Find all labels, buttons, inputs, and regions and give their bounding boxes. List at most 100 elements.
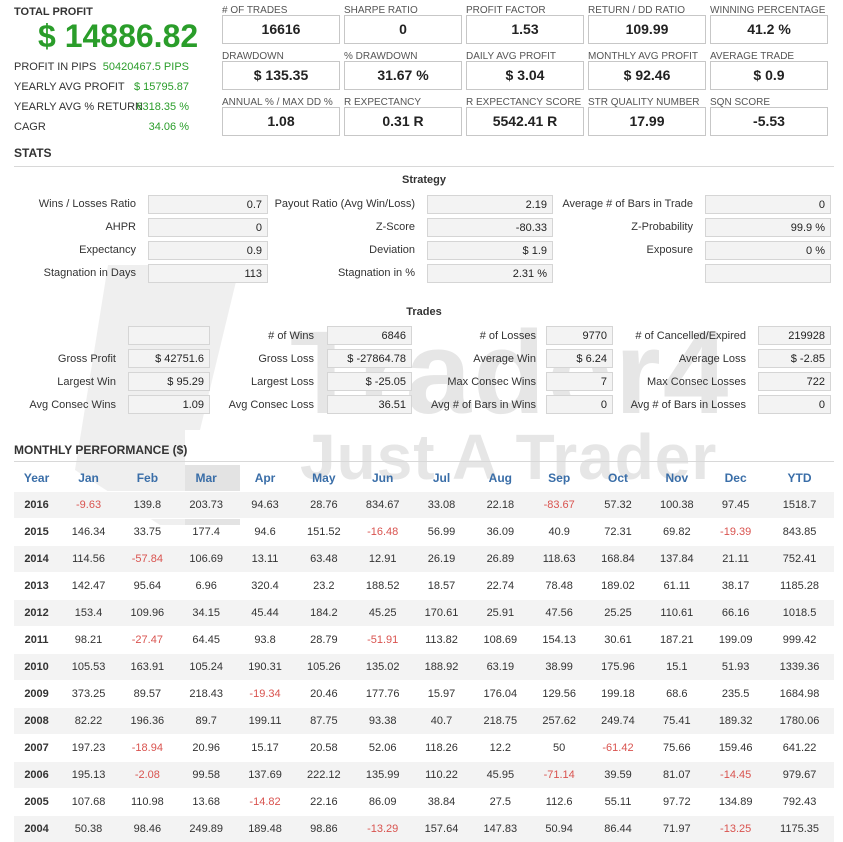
- year-cell: 2013: [14, 573, 59, 600]
- value-cell: 189.02: [589, 573, 648, 600]
- trades-heading: Trades: [14, 306, 834, 318]
- value-cell: 113.82: [412, 627, 471, 654]
- value-cell: 89.57: [118, 681, 177, 708]
- value-cell: 15.1: [647, 654, 706, 681]
- trades-label: Max Consec Losses: [615, 376, 746, 388]
- strategy-value: 0: [705, 195, 831, 214]
- metric-value-drawdown: $ 135.35: [222, 61, 340, 90]
- year-cell: 2015: [14, 519, 59, 546]
- column-header: Apr: [236, 465, 295, 492]
- value-cell: 257.62: [530, 708, 589, 735]
- trades-label: Max Consec Wins: [414, 376, 536, 388]
- trades-value: 0: [546, 395, 613, 414]
- value-cell: 752.41: [765, 546, 834, 573]
- value-cell: 45.95: [471, 762, 530, 789]
- value-cell: -83.67: [530, 492, 589, 519]
- trades-value: $ -25.05: [327, 372, 412, 391]
- strategy-value: 113: [148, 264, 268, 283]
- value-cell: 999.42: [765, 627, 834, 654]
- value-cell: 40.9: [530, 519, 589, 546]
- value-cell: 105.53: [59, 654, 118, 681]
- value-cell: 114.56: [59, 546, 118, 573]
- value-cell: 105.24: [177, 654, 236, 681]
- value-cell: 33.75: [118, 519, 177, 546]
- value-cell: -13.29: [353, 816, 412, 842]
- value-cell: 51.93: [706, 654, 765, 681]
- metric-value-return-dd: 109.99: [588, 15, 706, 44]
- value-cell: 26.19: [412, 546, 471, 573]
- value-cell: 97.72: [647, 789, 706, 816]
- column-header: Jun: [353, 465, 412, 492]
- column-header: Dec: [706, 465, 765, 492]
- column-header: YTD: [765, 465, 834, 492]
- metric-value-r-expectancy: 0.31 R: [344, 107, 462, 136]
- value-cell: 86.44: [589, 816, 648, 842]
- value-cell: 134.89: [706, 789, 765, 816]
- value-cell: 107.68: [59, 789, 118, 816]
- total-profit-label: TOTAL PROFIT: [14, 6, 93, 18]
- metric-value-str-quality: 17.99: [588, 107, 706, 136]
- value-cell: 30.61: [589, 627, 648, 654]
- value-cell: 99.58: [177, 762, 236, 789]
- trades-label: Avg Consec Loss: [212, 399, 314, 411]
- metric-value-winning-pct: 41.2 %: [710, 15, 828, 44]
- value-cell: 196.36: [118, 708, 177, 735]
- profit-pips-value: 50420467.5 PIPS: [0, 61, 189, 73]
- metric-value-pct-drawdown: 31.67 %: [344, 61, 462, 90]
- trades-label: # of Cancelled/Expired: [615, 330, 746, 342]
- value-cell: 69.82: [647, 519, 706, 546]
- value-cell: 175.96: [589, 654, 648, 681]
- value-cell: 33.08: [412, 492, 471, 519]
- trades-label: Avg # of Bars in Losses: [615, 399, 746, 411]
- value-cell: -16.48: [353, 519, 412, 546]
- value-cell: 100.38: [647, 492, 706, 519]
- value-cell: 75.66: [647, 735, 706, 762]
- value-cell: 188.52: [353, 573, 412, 600]
- value-cell: 168.84: [589, 546, 648, 573]
- strategy-value: 2.31 %: [427, 264, 553, 283]
- strategy-value-empty: [705, 264, 831, 283]
- column-header: Aug: [471, 465, 530, 492]
- column-header: Jul: [412, 465, 471, 492]
- trades-label: # of Wins: [212, 330, 314, 342]
- trades-value: 1.09: [128, 395, 210, 414]
- year-cell: 2006: [14, 762, 59, 789]
- value-cell: 218.43: [177, 681, 236, 708]
- strategy-label: Z-Probability: [555, 221, 693, 233]
- trades-label: # of Losses: [414, 330, 536, 342]
- value-cell: 1175.35: [765, 816, 834, 842]
- value-cell: 25.25: [589, 600, 648, 627]
- value-cell: 94.6: [236, 519, 295, 546]
- value-cell: 157.64: [412, 816, 471, 842]
- value-cell: 1518.7: [765, 492, 834, 519]
- value-cell: 137.84: [647, 546, 706, 573]
- value-cell: -9.63: [59, 492, 118, 519]
- value-cell: 72.31: [589, 519, 648, 546]
- value-cell: 21.11: [706, 546, 765, 573]
- year-cell: 2007: [14, 735, 59, 762]
- value-cell: 105.26: [294, 654, 353, 681]
- value-cell: 20.58: [294, 735, 353, 762]
- trades-value: 0: [758, 395, 831, 414]
- strategy-label: Exposure: [555, 244, 693, 256]
- value-cell: 146.34: [59, 519, 118, 546]
- cagr-value: 34.06 %: [0, 121, 189, 133]
- value-cell: 13.11: [236, 546, 295, 573]
- value-cell: 177.4: [177, 519, 236, 546]
- value-cell: 163.91: [118, 654, 177, 681]
- trades-label: Avg Consec Wins: [14, 399, 116, 411]
- value-cell: 139.8: [118, 492, 177, 519]
- strategy-value: 0: [148, 218, 268, 237]
- value-cell: 184.2: [294, 600, 353, 627]
- column-header: Feb: [118, 465, 177, 492]
- value-cell: 28.79: [294, 627, 353, 654]
- year-cell: 2016: [14, 492, 59, 519]
- value-cell: -57.84: [118, 546, 177, 573]
